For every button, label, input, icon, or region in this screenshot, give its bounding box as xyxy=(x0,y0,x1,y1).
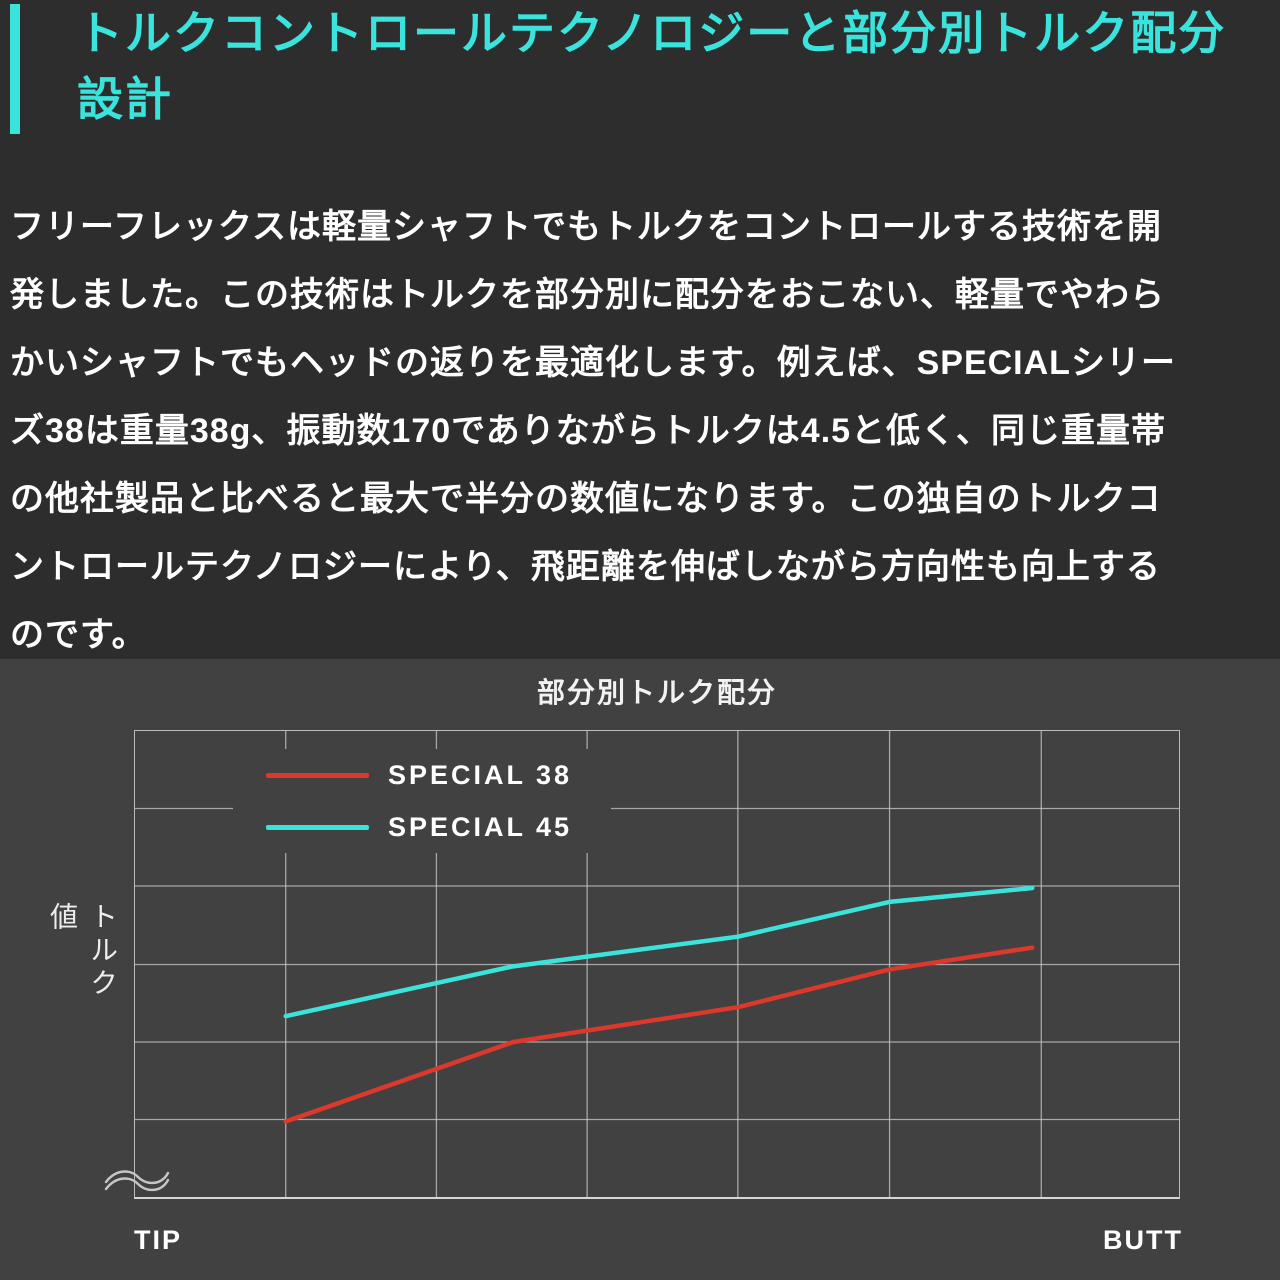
chart-legend: SPECIAL 38 SPECIAL 45 xyxy=(233,749,611,853)
legend-line-swatch-red xyxy=(266,772,369,778)
legend-item-special-45: SPECIAL 45 xyxy=(233,805,611,849)
x-axis-label-tip: TIP xyxy=(134,1225,183,1255)
heading-accent-bar xyxy=(10,4,20,134)
chart-section: 部分別トルク配分 トルク値 SPECIAL 38 SPECIAL 45 TIP … xyxy=(0,659,1280,1280)
y-axis-label: トルク値 xyxy=(47,902,118,1001)
line-chart-svg xyxy=(135,731,1179,1197)
plot-area: SPECIAL 38 SPECIAL 45 xyxy=(134,730,1180,1199)
page-title: トルクコントロールテクノロジーと部分別トルク配分 設計 xyxy=(77,7,1227,125)
intro-paragraph: フリーフレックスは軽量シャフトでもトルクをコントロールする技術を開 発しました。… xyxy=(10,208,1176,654)
legend-label-special-38: SPECIAL 38 xyxy=(388,759,573,790)
chart-title: 部分別トルク配分 xyxy=(536,677,777,708)
axis-break-icon xyxy=(104,1170,170,1192)
legend-item-special-38: SPECIAL 38 xyxy=(233,753,611,797)
x-axis-labels: TIP BUTT xyxy=(134,1225,1183,1256)
legend-line-swatch-cyan xyxy=(266,824,369,830)
legend-label-special-45: SPECIAL 45 xyxy=(388,811,573,842)
x-axis-label-butt: BUTT xyxy=(1103,1225,1183,1255)
intro-section: トルクコントロールテクノロジーと部分別トルク配分 設計 フリーフレックスは軽量シ… xyxy=(10,4,1227,654)
